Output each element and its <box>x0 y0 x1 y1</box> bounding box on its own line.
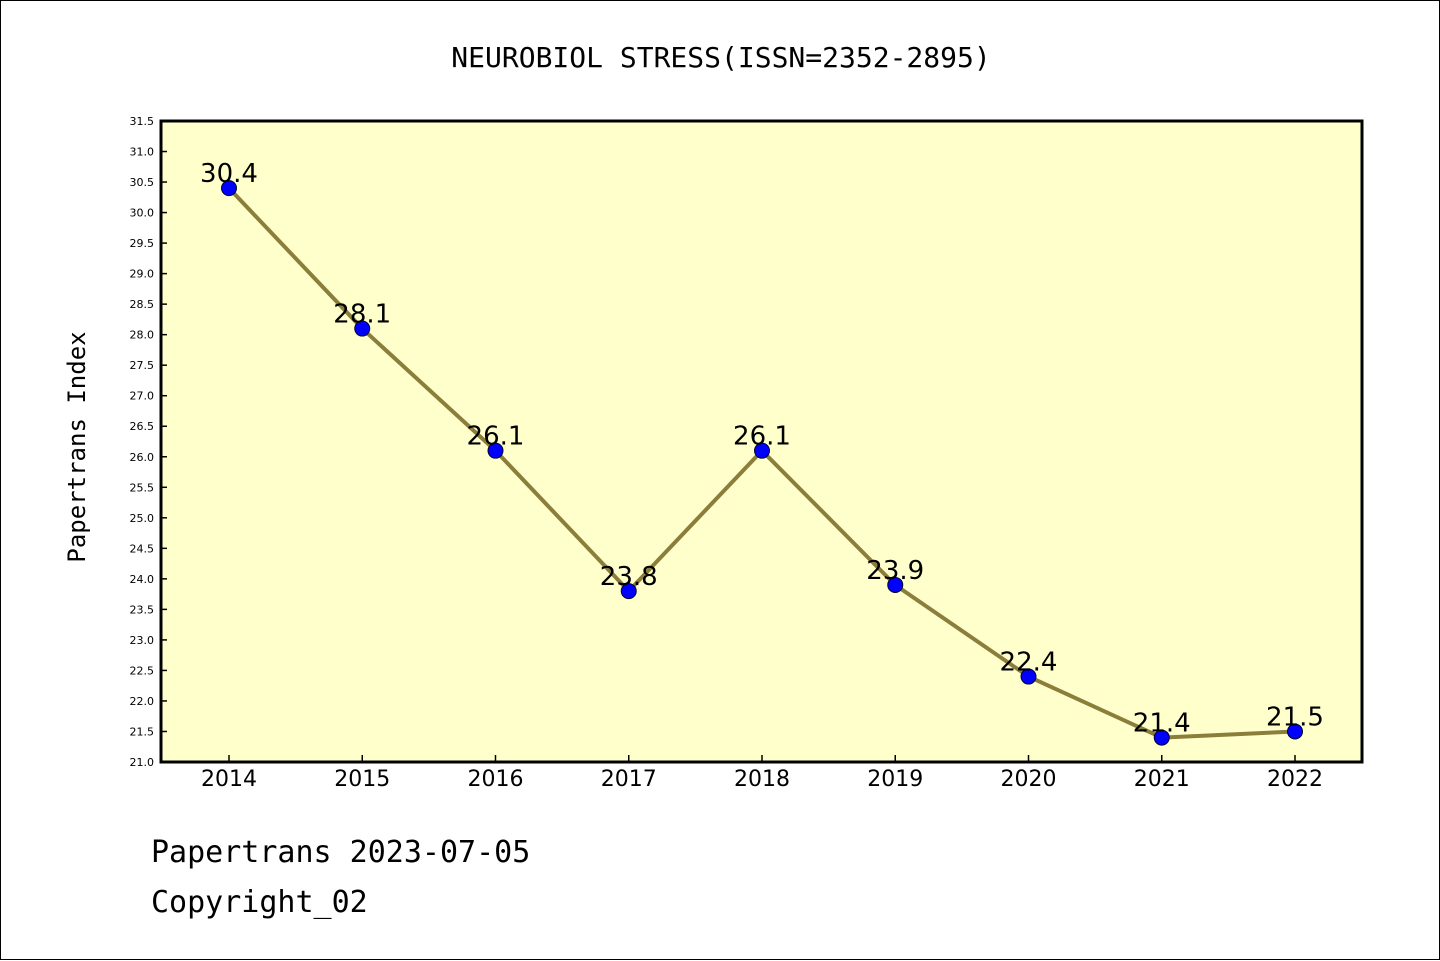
y-tick-label: 25.5 <box>130 481 155 494</box>
data-point-marker <box>754 442 770 459</box>
x-tick-label: 2021 <box>1134 767 1190 792</box>
y-axis-ticks: 21.0 21.5 22.0 22.5 23.0 23.5 24.0 24.5 25.0 25.5… <box>130 115 167 769</box>
x-tick-label: 2019 <box>867 767 923 792</box>
x-tick-label: 2017 <box>601 767 657 792</box>
x-axis-ticks: 2014 2015 2016 2017 2018 2019 2020 2021 2022 <box>201 755 1323 792</box>
chart-title: NEUROBIOL STRESS(ISSN=2352-2895) <box>451 41 990 74</box>
y-tick-label: 24.5 <box>130 542 155 555</box>
data-point-marker <box>1020 668 1037 685</box>
x-tick-label: 2016 <box>468 767 524 792</box>
y-tick-label: 22.5 <box>130 664 155 677</box>
y-tick-label: 31.0 <box>130 146 155 159</box>
x-tick-label: 2014 <box>201 767 257 792</box>
y-axis-label: Papertrans Index <box>63 331 91 562</box>
y-tick-label: 22.0 <box>130 695 155 708</box>
y-tick-label: 27.0 <box>130 390 155 403</box>
y-tick-label: 24.0 <box>130 573 155 586</box>
data-label: 21.4 <box>1133 709 1191 739</box>
x-tick-label: 2015 <box>334 767 390 792</box>
data-point-marker <box>1287 723 1303 740</box>
footer-copyright: Copyright_02 <box>151 885 368 920</box>
y-tick-label: 23.5 <box>130 603 155 616</box>
y-tick-label: 29.0 <box>130 268 155 281</box>
y-tick-label: 28.5 <box>130 298 155 311</box>
data-point-marker <box>1153 729 1170 746</box>
plot-area <box>159 119 1364 764</box>
y-tick-label: 23.0 <box>130 634 155 647</box>
data-point-marker <box>620 583 637 600</box>
data-point-marker <box>354 320 371 337</box>
y-tick-label: 25.0 <box>130 512 155 525</box>
y-tick-label: 30.5 <box>130 176 155 189</box>
data-label: 26.1 <box>467 422 525 452</box>
data-point-marker <box>487 442 504 459</box>
series-papertrans-index: 30.4 28.1 26.1 23.8 26.1 23.9 22.4 21.4 21.5 <box>200 159 1324 746</box>
y-tick-label: 28.0 <box>130 329 155 342</box>
x-tick-label: 2018 <box>734 767 790 792</box>
y-tick-label: 21.0 <box>130 756 155 769</box>
x-tick-label: 2020 <box>1001 767 1057 792</box>
data-label: 30.4 <box>200 159 258 189</box>
data-label: 26.1 <box>733 422 791 452</box>
data-label: 28.1 <box>333 300 391 330</box>
x-tick-label: 2022 <box>1267 767 1323 792</box>
y-tick-label: 30.0 <box>130 207 155 220</box>
y-tick-label: 21.5 <box>130 725 155 738</box>
data-label: 23.8 <box>600 562 658 592</box>
y-tick-label: 29.5 <box>130 237 155 250</box>
data-label: 23.9 <box>866 556 924 586</box>
footer-date: Papertrans 2023-07-05 <box>151 835 531 870</box>
data-point-marker <box>887 576 904 593</box>
y-tick-label: 31.5 <box>130 115 155 128</box>
y-tick-label: 26.0 <box>130 451 155 464</box>
y-tick-label: 27.5 <box>130 359 155 372</box>
y-tick-label: 26.5 <box>130 420 155 433</box>
data-point-marker <box>221 180 237 197</box>
data-label: 21.5 <box>1266 702 1324 732</box>
data-label: 22.4 <box>1000 648 1058 678</box>
